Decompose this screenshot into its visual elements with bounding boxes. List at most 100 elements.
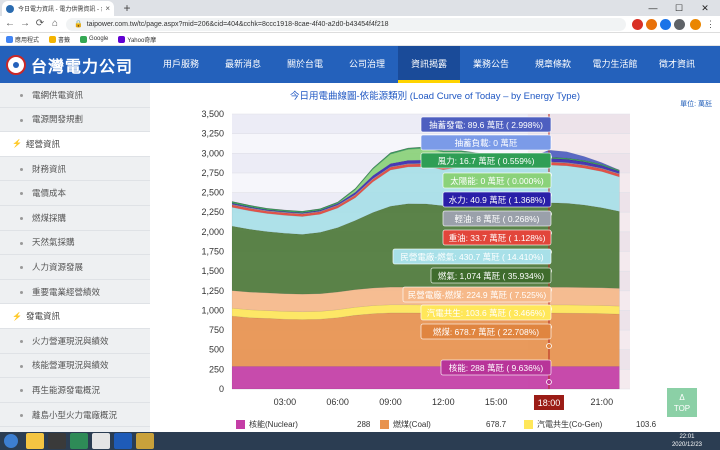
extension-icon[interactable] (646, 19, 657, 30)
bookmark-item[interactable]: 書籤 (49, 35, 70, 44)
sidebar-item[interactable]: 離島小型火力電廠概況 (0, 403, 150, 428)
chart-legend: 核能(Nuclear) 288 燃煤(Coal) 678.7 汽電共生(Co-Gen) 1… (150, 417, 720, 432)
bookmark-item[interactable]: 應用程式 (6, 35, 39, 44)
area-series (231, 146, 620, 212)
sidebar-item[interactable]: 再生能源發電概況 (0, 378, 150, 403)
nav-item[interactable]: 公司治理 (348, 59, 385, 69)
series-tooltip (420, 304, 552, 321)
windows-taskbar: 22:01 2020/12/23 (0, 432, 720, 450)
word-taskbar-icon[interactable] (114, 433, 132, 449)
menu-dots-icon[interactable]: ⋮ (705, 19, 716, 30)
favicon-icon (6, 4, 14, 13)
close-window-button[interactable]: ✕ (701, 3, 709, 13)
bullet-icon (20, 94, 23, 97)
y-tick-label: 0 (219, 384, 224, 394)
area-series (231, 312, 620, 367)
nav-item[interactable]: 用戶服務 (162, 59, 199, 69)
series-tooltip-text: 抽蓄發電: 89.6 萬瓩 ( 2.998%) (429, 120, 543, 130)
app-taskbar-icon[interactable] (136, 433, 154, 449)
series-tooltip-text: 汽電共生: 103.6 萬瓩 ( 3.466%) (427, 308, 546, 318)
series-tooltip (420, 116, 552, 133)
clock-time: 22:01 (679, 434, 695, 440)
y-tick-label: 3,500 (201, 109, 224, 119)
legend-item[interactable]: 燃煤(Coal) (380, 419, 431, 430)
bookmark-item[interactable]: Yahoo奇摩 (118, 35, 156, 44)
sidebar-item-label: 人力資源發展 (32, 261, 84, 272)
x-tick-label: 09:00 (379, 397, 402, 407)
sidebar: 電網供電資訊電源開發規劃 ⚡ 經營資訊 財務資訊 電價成本 燃煤採購 天然氣採購人力資源發展… (0, 83, 150, 432)
back-to-top-button[interactable]: Δ TOP (667, 388, 697, 418)
nav-item[interactable]: 規章條款 (534, 59, 571, 69)
reload-button[interactable]: ⟳ (35, 18, 45, 29)
forward-button[interactable]: → (20, 18, 30, 29)
extension-icon[interactable] (674, 19, 685, 30)
bookmark-item[interactable]: Google (80, 35, 108, 43)
area-series (231, 161, 620, 215)
tab-close-icon[interactable]: × (105, 4, 110, 13)
clock-date: 2020/12/23 (671, 442, 702, 448)
new-tab-button[interactable]: + (123, 1, 131, 15)
series-tooltip (420, 323, 552, 340)
chrome-taskbar-icon[interactable] (92, 433, 110, 449)
app-taskbar-icon[interactable] (48, 433, 66, 449)
bullet-icon (20, 389, 23, 393)
explorer-taskbar-icon[interactable] (26, 433, 44, 449)
series-tooltip (420, 134, 552, 151)
legend-item[interactable]: 核能(Nuclear) (236, 419, 298, 430)
series-tooltip (442, 172, 552, 189)
nav-item[interactable]: 電力生活館 (592, 59, 638, 69)
home-button[interactable]: ⌂ (51, 18, 59, 29)
url-field[interactable]: 🔒 taipower.com.tw/tc/page.aspx?mid=206&ci… (66, 18, 626, 31)
sidebar-item[interactable]: 火力營運現況與績效 (0, 329, 150, 354)
tab-title: 今日電力資訊 - 電力供需資訊 - 台 (18, 7, 103, 13)
bookmark-icon (49, 35, 57, 43)
bookmark-icon (6, 35, 13, 43)
sidebar-item[interactable]: 人力資源發展 (0, 255, 150, 280)
back-button[interactable]: ← (5, 18, 15, 29)
nav-item[interactable]: 徵才資訊 (658, 59, 695, 69)
bullet-icon (20, 192, 23, 196)
legend-item[interactable]: 汽電共生(Co-Gen) (524, 419, 602, 430)
bullet-icon (20, 364, 23, 368)
sidebar-item[interactable]: 燃煤採購 (0, 206, 150, 231)
extension-icon[interactable] (660, 19, 671, 30)
profile-avatar[interactable] (690, 19, 701, 30)
start-button[interactable] (4, 434, 18, 448)
sidebar-item[interactable]: 財務資訊 (0, 157, 150, 182)
sidebar-item[interactable]: 電源開發規劃 (0, 108, 150, 133)
y-tick-label: 3,000 (201, 148, 224, 158)
minimize-button[interactable]: — (648, 3, 658, 13)
browser-tab[interactable]: 今日電力資訊 - 電力供需資訊 - 台 × (2, 1, 114, 16)
sidebar-item[interactable]: 電價成本 (0, 181, 150, 206)
sidebar-section-header[interactable]: ⚡ 發電資訊 (0, 304, 150, 329)
nav-item[interactable]: 資訊揭露 (398, 46, 460, 83)
extension-icon[interactable] (632, 19, 643, 30)
app-taskbar-icon[interactable] (70, 433, 88, 449)
sidebar-item[interactable]: 重要電業經營績效 (0, 280, 150, 305)
y-tick-label: 3,250 (201, 129, 224, 139)
sidebar-section-header[interactable]: ⚡ 經營資訊 (0, 132, 150, 157)
sidebar-item-label: 電網供電資訊 (32, 89, 84, 100)
highlight-x-box (533, 395, 564, 410)
area-series (231, 146, 620, 213)
bullet-icon (20, 413, 23, 417)
sidebar-item[interactable]: 核能營運現況與績效 (0, 354, 150, 379)
series-tooltip-text: 太陽能: 0 萬瓩 ( 0.000%) (450, 176, 544, 186)
sidebar-item-label: 重要電業經營績效 (32, 286, 101, 297)
y-tick-label: 1,500 (201, 266, 224, 276)
nav-item[interactable]: 最新消息 (224, 59, 261, 69)
taipower-logo[interactable]: 台灣電力公司 (6, 51, 133, 78)
area-series (231, 158, 620, 214)
nav-item[interactable]: 關於台電 (286, 59, 323, 69)
system-clock[interactable]: 22:01 2020/12/23 (672, 433, 702, 449)
logo-icon (6, 54, 26, 75)
x-tick-label: 15:00 (485, 397, 508, 407)
series-tooltip-text: 重油: 33.7 萬瓩 ( 1.128%) (449, 233, 546, 243)
maximize-button[interactable]: ☐ (674, 3, 684, 13)
sidebar-item[interactable]: 天然氣採購 (0, 231, 150, 256)
nav-item[interactable]: 業務公告 (472, 59, 509, 69)
sidebar-item-label: 經營資訊 (25, 138, 60, 149)
series-tooltip (442, 191, 552, 208)
sidebar-item[interactable]: 電網供電資訊 (0, 83, 150, 108)
series-tooltip-text: 核能: 288 萬瓩 ( 9.636%) (449, 363, 544, 373)
